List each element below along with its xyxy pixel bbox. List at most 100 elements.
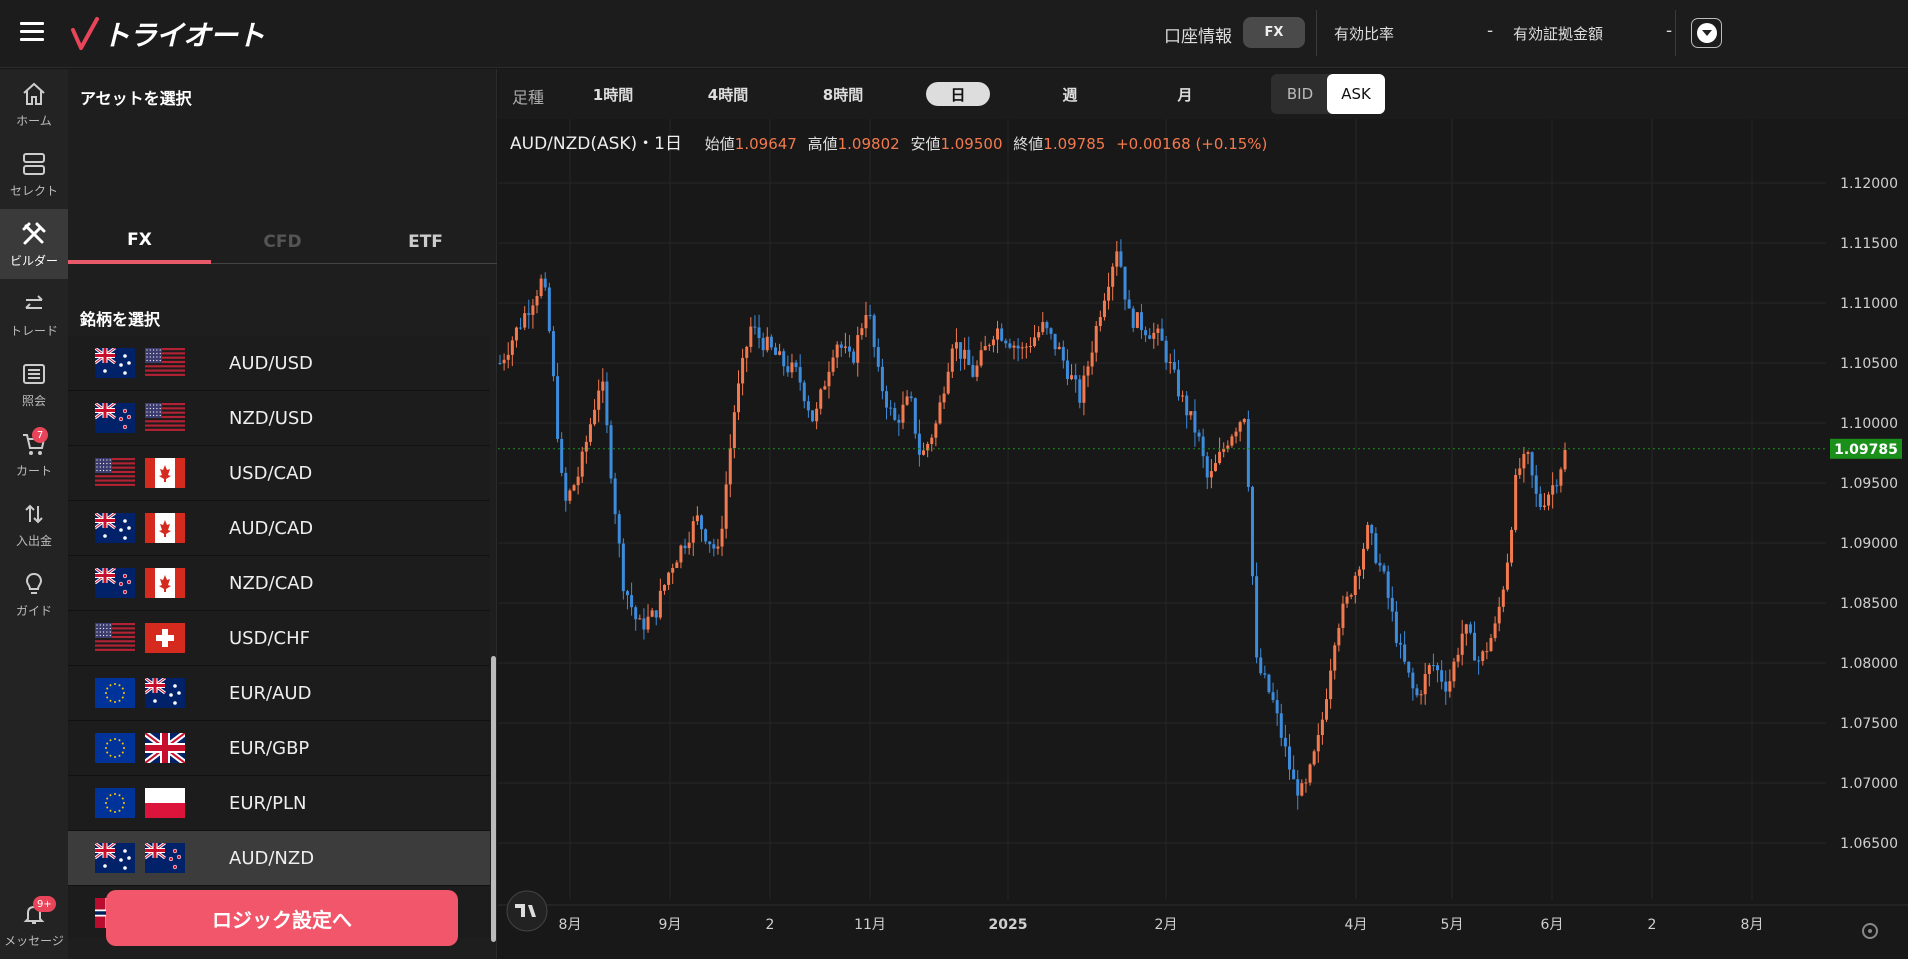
- candle-body: [1518, 468, 1522, 475]
- candle-body: [1304, 782, 1308, 784]
- candle-body: [658, 590, 662, 618]
- timeframe-week[interactable]: 週: [1062, 85, 1078, 104]
- pair-section-title: 銘柄を選択: [80, 310, 161, 329]
- candle-body: [1316, 735, 1320, 752]
- candle-body: [1053, 333, 1057, 350]
- candle-body: [839, 344, 843, 348]
- timeframe-day[interactable]: 日: [926, 82, 990, 106]
- chart-background: [498, 119, 1908, 959]
- nav-message-label: メッセージ: [4, 933, 64, 948]
- candle-body: [905, 396, 909, 405]
- candle-body: [1357, 569, 1361, 576]
- pair-row[interactable]: USD/CHF: [68, 611, 490, 666]
- candle-body: [1440, 670, 1444, 682]
- logic-settings-button[interactable]: ロジック設定へ: [106, 890, 458, 946]
- tradingview-logo-icon[interactable]: [506, 890, 548, 932]
- high-label: 高値: [807, 135, 838, 153]
- bid-button[interactable]: BID: [1286, 85, 1314, 103]
- pair-name: AUD/USD: [229, 353, 313, 374]
- candle-body: [638, 618, 642, 620]
- candle-body: [510, 340, 514, 355]
- candle-body: [1489, 638, 1493, 652]
- nav-guide[interactable]: ガイド: [0, 559, 68, 629]
- nav-home[interactable]: ホーム: [0, 69, 68, 139]
- timeframe-4h[interactable]: 4時間: [707, 85, 749, 104]
- timeframe-8h[interactable]: 8時間: [822, 85, 864, 104]
- price-chart[interactable]: 1.12000 1.11500 1.11000 1.10500 1.10000 1.095…: [498, 119, 1908, 959]
- candle-body: [630, 595, 634, 608]
- nav-builder[interactable]: ビルダー: [0, 209, 68, 279]
- hamburger-menu-icon[interactable]: [20, 22, 44, 42]
- candle-body: [1172, 362, 1176, 370]
- candle-body: [901, 404, 905, 423]
- candle-body: [1333, 645, 1337, 671]
- scrollbar-thumb[interactable]: [491, 656, 496, 942]
- candle-body: [564, 472, 568, 501]
- candle-body: [942, 393, 946, 403]
- gb-flag-icon: [143, 730, 187, 766]
- account-info-label[interactable]: 口座情報: [1164, 27, 1232, 47]
- account-type-badge[interactable]: FX: [1243, 17, 1305, 48]
- nav-cart-label: カート: [15, 463, 52, 478]
- pair-row[interactable]: NZD/USD: [68, 391, 490, 446]
- nav-inquiry[interactable]: 照会: [0, 349, 68, 419]
- nav-deposit[interactable]: 入出金: [0, 489, 68, 559]
- timeframe-month[interactable]: 月: [1177, 85, 1193, 104]
- candle-body: [1189, 411, 1193, 416]
- candle-body: [1074, 375, 1078, 380]
- nav-select[interactable]: セレクト: [0, 139, 68, 209]
- candle-body: [1176, 369, 1180, 397]
- au-flag-icon: [94, 346, 135, 378]
- candle-body: [1538, 493, 1542, 507]
- pair-row[interactable]: USD/CAD: [68, 446, 490, 501]
- us-flag-icon: [145, 403, 185, 433]
- pair-list-scrollbar[interactable]: [489, 592, 497, 942]
- tab-cfd[interactable]: CFD: [263, 231, 302, 252]
- candle-body: [765, 336, 769, 351]
- candle-body: [1473, 632, 1477, 661]
- candle-body: [584, 441, 588, 452]
- pair-row[interactable]: EUR/PLN: [68, 776, 490, 831]
- candle-body: [774, 347, 778, 355]
- pair-row[interactable]: NZD/CAD: [68, 556, 490, 611]
- candle-body: [601, 381, 605, 391]
- candle-body: [1366, 525, 1370, 549]
- x-tick-label: 4月: [1345, 917, 1368, 933]
- pair-row[interactable]: EUR/AUD: [68, 666, 490, 721]
- candle-body: [1111, 266, 1115, 287]
- candle-body: [1522, 453, 1526, 469]
- timeframe-1h[interactable]: 1時間: [592, 85, 634, 104]
- pair-row[interactable]: AUD/NZD: [68, 831, 490, 886]
- candle-body: [506, 354, 510, 360]
- candle-body: [946, 371, 950, 394]
- ask-button[interactable]: ASK: [1327, 74, 1385, 114]
- pair-name: NZD/CAD: [229, 573, 314, 594]
- candle-body: [1004, 340, 1008, 344]
- header-divider: [1675, 10, 1676, 56]
- candle-body: [1271, 692, 1275, 701]
- candle-body: [1394, 611, 1398, 643]
- candle-body: [1209, 471, 1213, 478]
- candle-body: [815, 408, 819, 422]
- candle-body: [1094, 326, 1098, 353]
- header-dropdown-button[interactable]: [1691, 18, 1722, 48]
- brand-logo[interactable]: トライオート: [70, 14, 265, 54]
- x-tick-label: 8月: [1741, 917, 1764, 933]
- candle-body: [1456, 654, 1460, 662]
- tab-etf[interactable]: ETF: [408, 231, 443, 252]
- candle-body: [983, 346, 987, 351]
- candle-body: [971, 364, 975, 377]
- candle-body: [667, 572, 671, 585]
- nav-cart[interactable]: カート 7: [0, 419, 68, 489]
- chart-symbol: AUD/NZD(ASK)・1日: [510, 134, 682, 154]
- nav-message[interactable]: メッセージ 9+: [0, 889, 68, 959]
- nav-trade[interactable]: トレード: [0, 279, 68, 349]
- pair-row[interactable]: AUD/CAD: [68, 501, 490, 556]
- candle-body: [1378, 562, 1382, 566]
- pair-row[interactable]: AUD/USD: [68, 336, 490, 391]
- pair-row[interactable]: EUR/GBP: [68, 721, 490, 776]
- us-flag-icon: [95, 623, 135, 653]
- gear-icon[interactable]: [1862, 923, 1878, 939]
- last-price-tag: [1830, 438, 1902, 459]
- tab-fx[interactable]: FX: [68, 219, 211, 264]
